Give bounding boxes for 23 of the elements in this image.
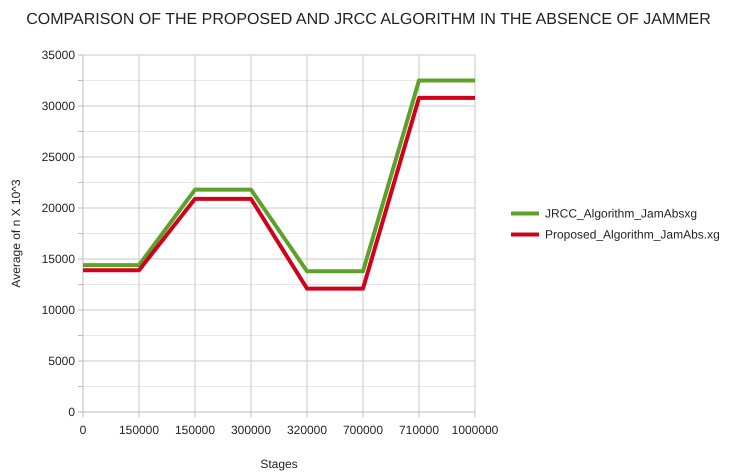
x-tick-label: 320000 <box>286 423 328 437</box>
y-tick-label: 10000 <box>42 303 76 318</box>
x-tick-label: 710000 <box>398 423 440 437</box>
legend-label: JRCC_Algorithm_JamAbsxg <box>545 206 698 221</box>
y-tick-label: 5000 <box>48 354 76 368</box>
x-tick-label: 300000 <box>230 423 272 437</box>
line-series <box>81 78 477 274</box>
x-tick-label: 1000000 <box>452 423 499 437</box>
y-tick-label: 0 <box>68 405 76 420</box>
x-tick-label: 700000 <box>342 423 384 437</box>
x-tick-label: 150000 <box>174 423 216 437</box>
x-tick-label: 150000 <box>118 423 160 437</box>
y-axis-title: Average of n X 10^3 <box>9 179 23 288</box>
y-tick-label: 15000 <box>42 252 76 266</box>
line-series <box>81 96 477 291</box>
x-tick-label: 0 <box>80 423 87 437</box>
y-tick-label: 20000 <box>42 201 76 216</box>
y-tick-label: 25000 <box>42 150 76 164</box>
x-axis-title: Stages <box>260 457 298 471</box>
y-tick-label: 30000 <box>42 99 76 114</box>
y-tick-label: 35000 <box>42 48 76 62</box>
chart-title: COMPARISON OF THE PROPOSED AND JRCC ALGORITHM IN THE ABSENCE OF JAMMER <box>26 11 711 28</box>
legend-label: Proposed_Algorithm_JamAbs.xg <box>545 228 720 242</box>
